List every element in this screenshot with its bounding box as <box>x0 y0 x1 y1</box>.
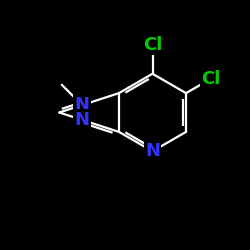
Text: N: N <box>145 142 160 160</box>
Text: Cl: Cl <box>201 70 221 88</box>
Text: N: N <box>74 96 90 114</box>
Text: Cl: Cl <box>143 36 162 54</box>
Text: N: N <box>74 111 90 129</box>
